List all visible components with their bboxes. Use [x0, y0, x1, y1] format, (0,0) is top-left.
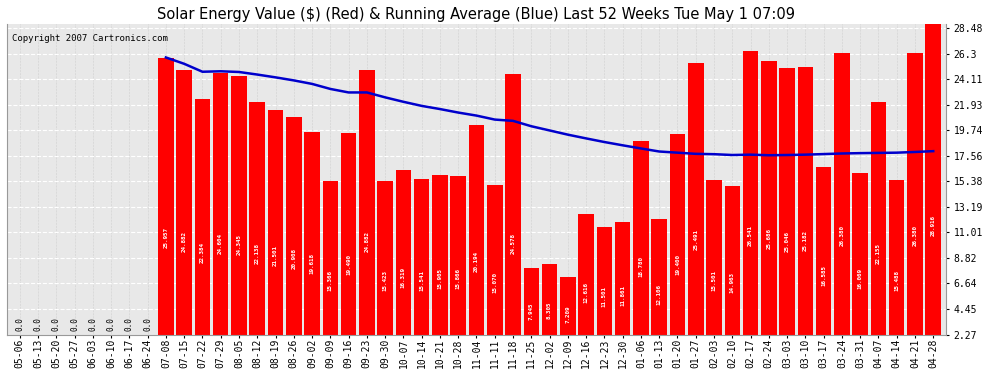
- Text: 25.046: 25.046: [785, 231, 790, 252]
- Text: 15.366: 15.366: [328, 270, 333, 291]
- Text: 25.491: 25.491: [693, 229, 698, 250]
- Bar: [578, 213, 594, 334]
- Bar: [468, 125, 484, 334]
- Bar: [359, 70, 374, 334]
- Bar: [232, 76, 247, 334]
- Bar: [615, 222, 631, 334]
- Bar: [651, 219, 667, 334]
- Bar: [597, 226, 612, 334]
- Text: 7.945: 7.945: [529, 303, 534, 320]
- Text: 24.345: 24.345: [237, 234, 242, 255]
- Text: 15.423: 15.423: [383, 270, 388, 291]
- Text: 25.686: 25.686: [766, 228, 771, 249]
- Text: 12.106: 12.106: [656, 284, 661, 305]
- Bar: [816, 167, 832, 334]
- Bar: [761, 61, 776, 334]
- Text: 0.0: 0.0: [15, 317, 24, 331]
- Text: 7.209: 7.209: [565, 306, 570, 323]
- Text: 28.916: 28.916: [931, 215, 936, 236]
- Text: 0.0: 0.0: [107, 317, 116, 331]
- Text: 0.0: 0.0: [34, 317, 43, 331]
- Bar: [176, 70, 192, 334]
- Bar: [414, 179, 430, 334]
- Bar: [396, 170, 411, 334]
- Text: 24.882: 24.882: [364, 231, 369, 252]
- Bar: [213, 74, 229, 334]
- Text: 16.069: 16.069: [857, 267, 862, 288]
- Text: 22.384: 22.384: [200, 242, 205, 263]
- Text: 16.319: 16.319: [401, 267, 406, 288]
- Text: 21.501: 21.501: [273, 245, 278, 266]
- Bar: [779, 68, 795, 334]
- Text: 20.194: 20.194: [474, 251, 479, 272]
- Text: 19.400: 19.400: [675, 254, 680, 275]
- Text: 15.905: 15.905: [438, 268, 443, 289]
- Bar: [286, 117, 302, 334]
- Bar: [542, 264, 557, 334]
- Bar: [889, 180, 905, 334]
- Bar: [304, 132, 320, 334]
- Text: 11.861: 11.861: [620, 285, 625, 306]
- Bar: [249, 102, 265, 334]
- Text: 18.780: 18.780: [639, 256, 644, 278]
- Bar: [688, 63, 704, 334]
- Title: Solar Energy Value ($) (Red) & Running Average (Blue) Last 52 Weeks Tue May 1 07: Solar Energy Value ($) (Red) & Running A…: [157, 7, 796, 22]
- Text: 20.908: 20.908: [291, 248, 296, 269]
- Text: 15.070: 15.070: [492, 272, 497, 292]
- Bar: [926, 23, 941, 334]
- Text: 22.138: 22.138: [254, 243, 259, 264]
- Text: 11.501: 11.501: [602, 286, 607, 307]
- Bar: [907, 53, 923, 334]
- Bar: [267, 110, 283, 334]
- Bar: [669, 134, 685, 334]
- Text: 26.380: 26.380: [913, 225, 918, 246]
- Bar: [560, 277, 575, 334]
- Text: 16.585: 16.585: [821, 266, 826, 286]
- Text: 15.488: 15.488: [894, 270, 899, 291]
- Text: 14.963: 14.963: [730, 272, 735, 293]
- Text: 22.155: 22.155: [876, 243, 881, 264]
- Bar: [706, 180, 722, 334]
- Text: 0.0: 0.0: [125, 317, 134, 331]
- Text: 8.305: 8.305: [547, 301, 552, 319]
- Bar: [870, 102, 886, 334]
- Bar: [195, 99, 210, 334]
- Text: 24.578: 24.578: [511, 233, 516, 254]
- Bar: [323, 182, 339, 334]
- Bar: [450, 176, 466, 334]
- Text: 19.618: 19.618: [310, 253, 315, 274]
- Text: 25.957: 25.957: [163, 227, 168, 248]
- Bar: [742, 51, 758, 334]
- Text: 15.501: 15.501: [712, 270, 717, 291]
- Bar: [158, 57, 173, 334]
- Bar: [725, 186, 741, 334]
- Bar: [835, 53, 849, 334]
- Bar: [433, 175, 447, 334]
- Text: 0.0: 0.0: [51, 317, 60, 331]
- Bar: [377, 181, 393, 334]
- Text: 25.182: 25.182: [803, 230, 808, 251]
- Bar: [341, 133, 356, 334]
- Text: 19.490: 19.490: [346, 254, 351, 274]
- Bar: [852, 173, 868, 334]
- Text: 0.0: 0.0: [88, 317, 97, 331]
- Bar: [634, 141, 648, 334]
- Bar: [505, 74, 521, 334]
- Bar: [524, 268, 540, 334]
- Text: 24.882: 24.882: [182, 231, 187, 252]
- Text: 26.380: 26.380: [840, 225, 844, 246]
- Text: 0.0: 0.0: [70, 317, 79, 331]
- Bar: [487, 185, 503, 334]
- Text: 15.541: 15.541: [419, 270, 424, 291]
- Text: 0.0: 0.0: [144, 317, 152, 331]
- Text: 26.541: 26.541: [748, 225, 753, 246]
- Text: Copyright 2007 Cartronics.com: Copyright 2007 Cartronics.com: [12, 34, 167, 43]
- Text: 24.604: 24.604: [218, 232, 223, 254]
- Text: 12.616: 12.616: [584, 282, 589, 303]
- Bar: [798, 67, 813, 334]
- Text: 15.866: 15.866: [455, 268, 460, 290]
